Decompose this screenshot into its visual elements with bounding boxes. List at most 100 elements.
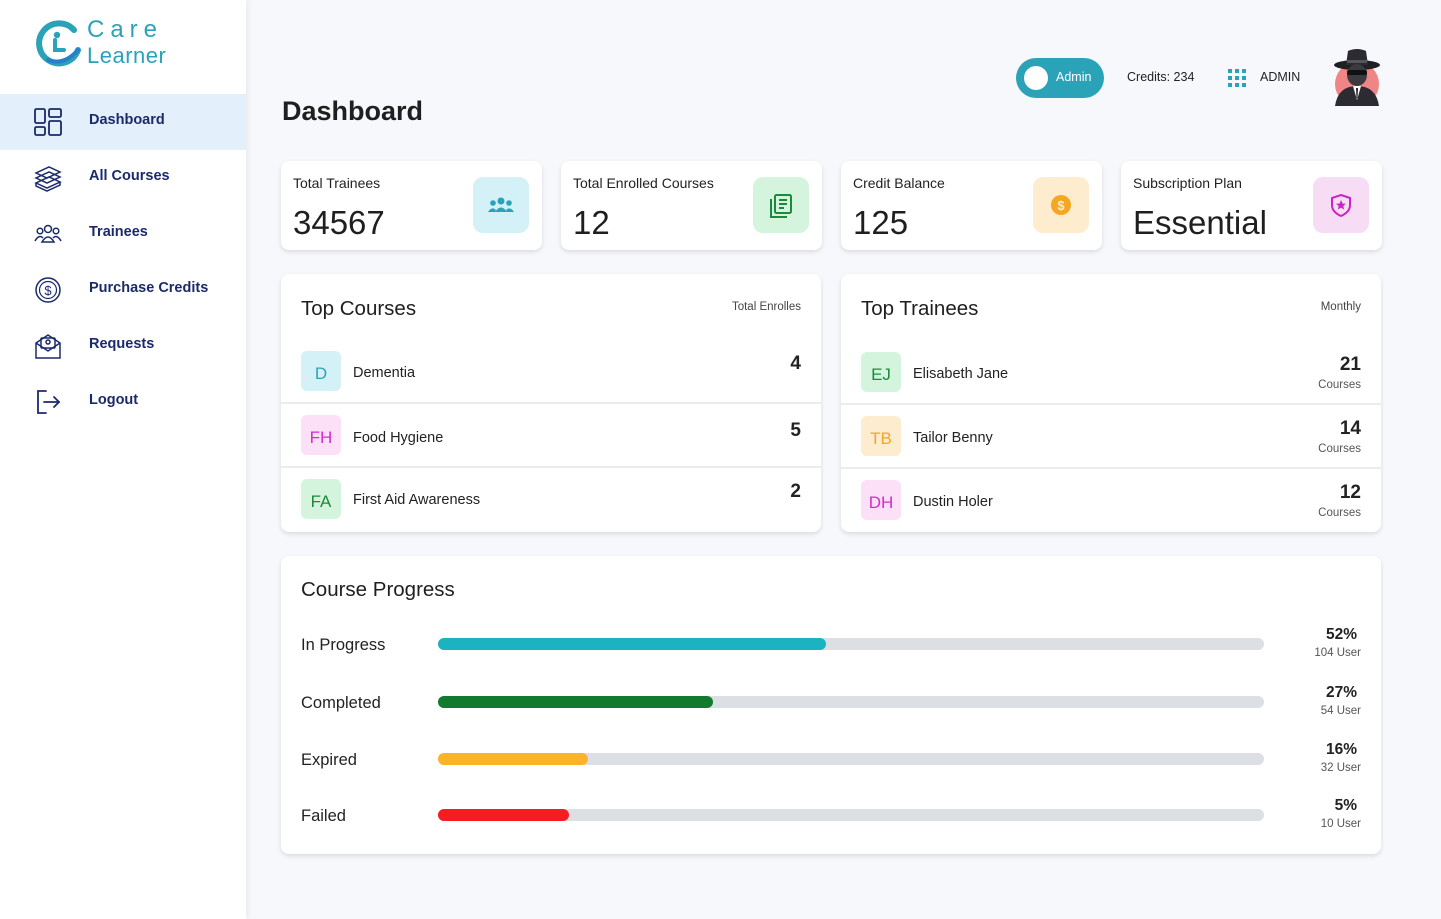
envelope-user-icon xyxy=(35,334,61,359)
brand-line-1: Care xyxy=(87,16,164,43)
stat-label: Credit Balance xyxy=(853,175,945,191)
progress-track xyxy=(438,753,1264,765)
sidebar-item-requests[interactable]: Requests xyxy=(0,318,246,374)
course-row[interactable]: FH Food Hygiene 5 xyxy=(281,404,821,468)
trainee-initials-badge: TB xyxy=(861,416,901,456)
top-trainees-panel: Top Trainees Monthly EJ Elisabeth Jane 2… xyxy=(841,274,1381,532)
dollar-circle-icon: $ xyxy=(1033,177,1089,233)
dashboard-grid-icon xyxy=(34,108,62,136)
course-row[interactable]: D Dementia 4 xyxy=(281,340,821,404)
stat-card-credit-balance: Credit Balance 125 $ xyxy=(841,161,1102,250)
progress-track xyxy=(438,809,1264,821)
progress-fill xyxy=(438,809,570,821)
trainee-row[interactable]: TB Tailor Benny 14 Courses xyxy=(841,405,1381,469)
svg-text:$: $ xyxy=(44,283,52,298)
trainee-row[interactable]: EJ Elisabeth Jane 21 Courses xyxy=(841,340,1381,405)
trainee-count-unit: Courses xyxy=(1318,507,1361,519)
progress-track xyxy=(438,696,1264,708)
sidebar-item-dashboard[interactable]: Dashboard xyxy=(0,94,246,150)
course-row[interactable]: FA First Aid Awareness 2 xyxy=(281,468,821,532)
trainee-course-count: 21 xyxy=(1339,354,1361,375)
stat-label: Total Trainees xyxy=(293,175,381,191)
progress-fill xyxy=(438,638,827,650)
stat-value: 125 xyxy=(853,204,909,241)
trainee-name: Elisabeth Jane xyxy=(913,366,1009,382)
apps-grid-icon[interactable] xyxy=(1228,69,1246,87)
sidebar-item-trainees[interactable]: Trainees xyxy=(0,206,246,262)
panel-hint: Monthly xyxy=(1320,301,1361,313)
course-initials-badge: FH xyxy=(301,415,341,455)
role-toggle[interactable]: Admin xyxy=(1016,58,1104,98)
stat-label: Subscription Plan xyxy=(1133,175,1242,191)
stat-card-subscription-plan: Subscription Plan Essential xyxy=(1121,161,1382,250)
course-initials-badge: D xyxy=(301,351,341,391)
course-progress-panel: Course Progress In Progress 52% 104 User… xyxy=(281,556,1381,854)
stat-value: Essential xyxy=(1133,204,1267,241)
svg-text:$: $ xyxy=(1057,198,1065,213)
course-name: First Aid Awareness xyxy=(353,492,481,508)
course-initials-badge: FA xyxy=(301,479,341,519)
stat-value: 12 xyxy=(573,204,610,241)
progress-percent: 5% xyxy=(1334,797,1357,814)
sidebar: Care Learner Dashboard All Courses xyxy=(0,0,246,919)
sidebar-item-logout[interactable]: Logout xyxy=(0,374,246,430)
trainee-count-unit: Courses xyxy=(1318,379,1361,391)
sidebar-nav: Dashboard All Courses Trainees xyxy=(0,94,246,430)
trainee-name: Dustin Holer xyxy=(913,494,993,510)
panel-title: Course Progress xyxy=(301,578,455,601)
dollar-coin-icon: $ xyxy=(35,277,61,303)
group-icon xyxy=(473,177,529,233)
trainee-name: Tailor Benny xyxy=(913,430,993,446)
page-title: Dashboard xyxy=(282,96,424,126)
progress-user-count: 104 User xyxy=(1314,647,1361,659)
progress-user-count: 10 User xyxy=(1320,818,1361,830)
books-icon xyxy=(34,166,62,192)
sidebar-item-label: Requests xyxy=(89,336,155,352)
stat-value: 34567 xyxy=(293,204,385,241)
progress-track xyxy=(438,638,1264,650)
credits-label: Credits: 234 xyxy=(1127,70,1195,84)
brand-logo[interactable]: Care Learner xyxy=(34,16,214,76)
spy-avatar-icon[interactable] xyxy=(1332,48,1382,106)
stat-card-total-enrolled-courses: Total Enrolled Courses 12 xyxy=(561,161,822,250)
progress-label: In Progress xyxy=(301,636,386,654)
progress-percent: 52% xyxy=(1325,626,1357,643)
progress-label: Completed xyxy=(301,694,381,712)
course-enroll-count: 4 xyxy=(790,353,801,374)
course-enroll-count: 2 xyxy=(790,481,801,502)
sidebar-item-label: Logout xyxy=(89,392,139,408)
brand-line-2: Learner xyxy=(87,43,167,68)
panel-title: Top Courses xyxy=(301,297,417,320)
stat-card-total-trainees: Total Trainees 34567 xyxy=(281,161,542,250)
care-learner-logo-icon xyxy=(36,20,81,67)
role-toggle-label: Admin xyxy=(1056,70,1092,84)
sidebar-item-purchase-credits[interactable]: $ Purchase Credits xyxy=(0,262,246,318)
trainee-count-unit: Courses xyxy=(1318,443,1361,455)
panel-title: Top Trainees xyxy=(861,297,979,320)
progress-percent: 16% xyxy=(1325,741,1357,758)
sidebar-item-all-courses[interactable]: All Courses xyxy=(0,150,246,206)
sidebar-item-label: Trainees xyxy=(89,224,148,240)
shield-star-icon xyxy=(1313,177,1369,233)
progress-fill xyxy=(438,753,589,765)
document-list-icon xyxy=(753,177,809,233)
course-name: Food Hygiene xyxy=(353,430,444,446)
progress-user-count: 54 User xyxy=(1320,705,1361,717)
trainee-row[interactable]: DH Dustin Holer 12 Courses xyxy=(841,469,1381,532)
sidebar-item-label: All Courses xyxy=(89,168,170,184)
logout-icon xyxy=(37,390,61,414)
stat-label: Total Enrolled Courses xyxy=(573,175,714,191)
toggle-knob xyxy=(1024,66,1048,90)
progress-fill xyxy=(438,696,714,708)
trainee-initials-badge: EJ xyxy=(861,352,901,392)
trainee-course-count: 14 xyxy=(1339,418,1361,439)
trainee-initials-badge: DH xyxy=(861,480,901,520)
progress-label: Expired xyxy=(301,751,357,769)
sidebar-item-label: Dashboard xyxy=(89,112,165,128)
panel-hint: Total Enrolles xyxy=(731,301,801,313)
users-group-icon xyxy=(34,224,62,243)
course-enroll-count: 5 xyxy=(790,420,801,441)
course-name: Dementia xyxy=(353,365,416,381)
progress-percent: 27% xyxy=(1325,684,1357,701)
user-name[interactable]: ADMIN xyxy=(1260,70,1301,84)
